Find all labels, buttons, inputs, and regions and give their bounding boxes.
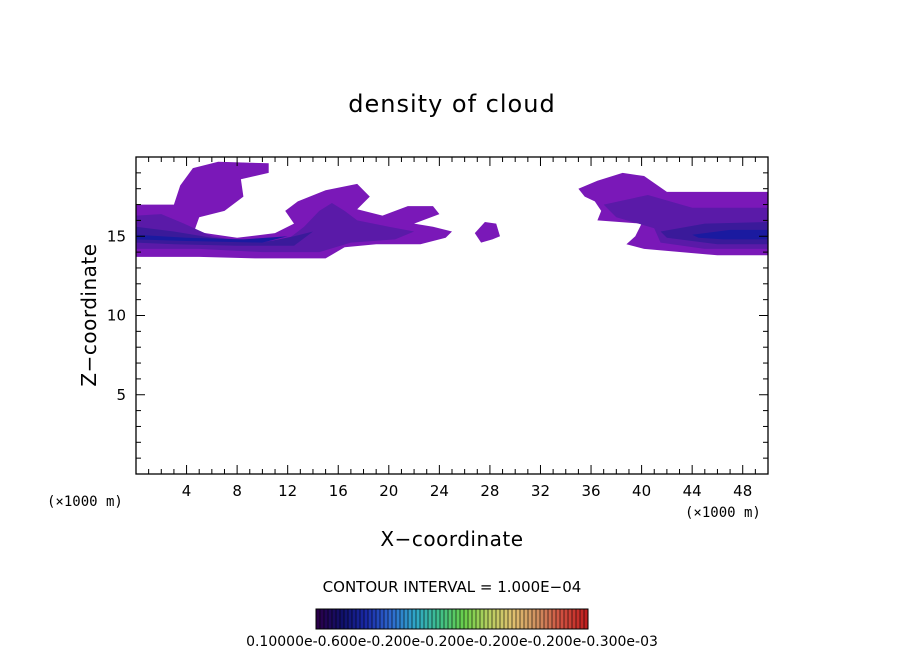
x-tick-label: 28: [480, 482, 499, 500]
colorbar-swatch: [516, 609, 521, 629]
colorbar-swatch: [568, 609, 573, 629]
colorbar-swatch: [512, 609, 517, 629]
colorbar-swatch: [440, 609, 445, 629]
colorbar-swatch: [408, 609, 413, 629]
colorbar-swatch: [372, 609, 377, 629]
colorbar-swatch: [580, 609, 585, 629]
colorbar-swatch: [352, 609, 357, 629]
cloud-contours: [136, 161, 768, 259]
x-tick-label: 8: [232, 482, 242, 500]
colorbar-swatch: [576, 609, 581, 629]
colorbar-swatch: [400, 609, 405, 629]
colorbar-swatch: [420, 609, 425, 629]
y-axis-title: Z−coordinate: [77, 243, 101, 386]
colorbar-swatch: [424, 609, 429, 629]
colorbar-swatch: [432, 609, 437, 629]
colorbar: [315, 608, 589, 630]
colorbar-swatch: [536, 609, 541, 629]
colorbar-swatch: [384, 609, 389, 629]
colorbar-swatch: [560, 609, 565, 629]
colorbar-swatch: [324, 609, 329, 629]
colorbar-frame: [315, 608, 589, 630]
colorbar-swatch: [500, 609, 505, 629]
x-tick-label: 36: [581, 482, 600, 500]
colorbar-swatch: [472, 609, 477, 629]
colorbar-swatch: [344, 609, 349, 629]
colorbar-swatch: [548, 609, 553, 629]
colorbar-swatch: [556, 609, 561, 629]
colorbar-labels: 0.10000e-0.600e-0.200e-0.200e-0.200e-0.2…: [246, 634, 658, 650]
colorbar-swatch: [480, 609, 485, 629]
x-tick-label: 32: [531, 482, 550, 500]
colorbar-swatch: [520, 609, 525, 629]
colorbar-swatch: [544, 609, 549, 629]
y-tick-label: 5: [116, 386, 126, 404]
colorbar-swatch: [508, 609, 513, 629]
colorbar-swatch: [412, 609, 417, 629]
colorbar-swatch: [564, 609, 569, 629]
colorbar-swatch: [484, 609, 489, 629]
y-tick-label: 15: [107, 227, 126, 245]
colorbar-swatch: [348, 609, 353, 629]
colorbar-swatch: [340, 609, 345, 629]
colorbar-swatch: [444, 609, 449, 629]
colorbar-swatch: [376, 609, 381, 629]
x-tick-label: 24: [430, 482, 449, 500]
chart-title: density of cloud: [348, 90, 555, 118]
colorbar-swatch: [460, 609, 465, 629]
colorbar-swatch: [436, 609, 441, 629]
colorbar-swatch: [496, 609, 501, 629]
cloud-region-core-7: [136, 234, 288, 243]
cloud-region-inner-5: [136, 226, 313, 246]
colorbar-swatch: [528, 609, 533, 629]
colorbar-swatch: [388, 609, 393, 629]
x-unit-label-left: (×1000 m): [47, 494, 123, 510]
contour-interval-text: CONTOUR INTERVAL = 1.000E−04: [323, 578, 582, 596]
x-tick-label: 12: [278, 482, 297, 500]
colorbar-swatch: [468, 609, 473, 629]
colorbar-swatch: [328, 609, 333, 629]
x-tick-label: 48: [733, 482, 752, 500]
colorbar-swatch: [540, 609, 545, 629]
colorbar-swatch: [488, 609, 493, 629]
colorbar-swatch: [504, 609, 509, 629]
x-tick-label: 40: [632, 482, 651, 500]
x-tick-label: 20: [379, 482, 398, 500]
colorbar-swatch: [316, 609, 321, 629]
colorbar-swatch: [572, 609, 577, 629]
x-tick-label: 44: [683, 482, 702, 500]
colorbar-swatch: [332, 609, 337, 629]
colorbar-swatch: [524, 609, 529, 629]
colorbar-swatch: [416, 609, 421, 629]
colorbar-swatch: [320, 609, 325, 629]
colorbar-swatch: [336, 609, 341, 629]
cloud-region-outer-1: [474, 222, 500, 243]
colorbar-swatch: [552, 609, 557, 629]
colorbar-swatch: [360, 609, 365, 629]
colorbar-swatch: [476, 609, 481, 629]
colorbar-swatch: [368, 609, 373, 629]
colorbar-swatch: [532, 609, 537, 629]
y-tick-label: 10: [107, 307, 126, 325]
colorbar-swatch: [428, 609, 433, 629]
x-tick-label: 4: [182, 482, 192, 500]
colorbar-swatch: [364, 609, 369, 629]
colorbar-swatch: [464, 609, 469, 629]
colorbar-swatch: [584, 609, 589, 629]
x-axis-title: X−coordinate: [380, 527, 523, 551]
colorbar-swatch: [380, 609, 385, 629]
colorbar-swatch: [396, 609, 401, 629]
colorbar-swatch: [448, 609, 453, 629]
colorbar-swatch: [492, 609, 497, 629]
colorbar-swatch: [456, 609, 461, 629]
colorbar-swatch: [404, 609, 409, 629]
colorbar-swatch: [392, 609, 397, 629]
colorbar-swatch: [452, 609, 457, 629]
cloud-region-core-8: [692, 229, 768, 240]
x-tick-label: 16: [329, 482, 348, 500]
x-unit-label-right: (×1000 m): [685, 505, 761, 521]
colorbar-swatch: [356, 609, 361, 629]
